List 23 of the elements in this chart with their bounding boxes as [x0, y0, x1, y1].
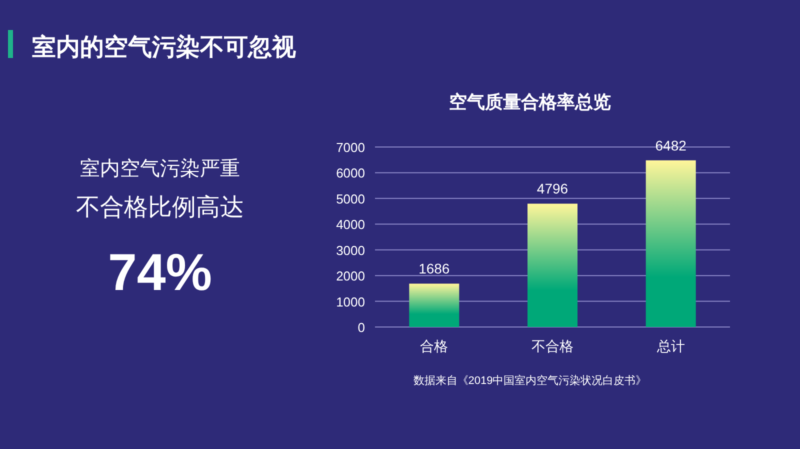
y-tick-label: 4000	[336, 217, 365, 232]
bar	[528, 204, 578, 327]
y-tick-label: 0	[358, 320, 365, 335]
data-label: 6482	[655, 137, 687, 154]
text: 数据来自《2019中国室内空气污染状况白皮书》	[413, 374, 647, 387]
data-label: 1686	[418, 260, 450, 277]
y-tick-label: 3000	[336, 242, 365, 258]
text: 74%	[108, 244, 212, 302]
x-tick-label: 合格	[420, 338, 448, 354]
text: 室内的空气污染不可忽视	[32, 33, 296, 61]
bar	[646, 160, 696, 327]
y-tick-label: 5000	[336, 191, 365, 206]
text: 不合格比例高达	[76, 194, 244, 221]
bar	[409, 284, 460, 327]
text: 室内空气污染严重	[80, 157, 240, 180]
x-tick-label: 总计	[656, 338, 685, 354]
chart-title: 空气质量合格率总览	[449, 92, 611, 112]
y-tick-label: 1000	[336, 294, 365, 310]
y-tick-label: 7000	[336, 140, 365, 155]
y-tick-label: 2000	[336, 268, 365, 284]
x-tick-label: 不合格	[532, 338, 574, 354]
data-label: 4796	[536, 180, 568, 197]
y-tick-label: 6000	[336, 166, 365, 181]
